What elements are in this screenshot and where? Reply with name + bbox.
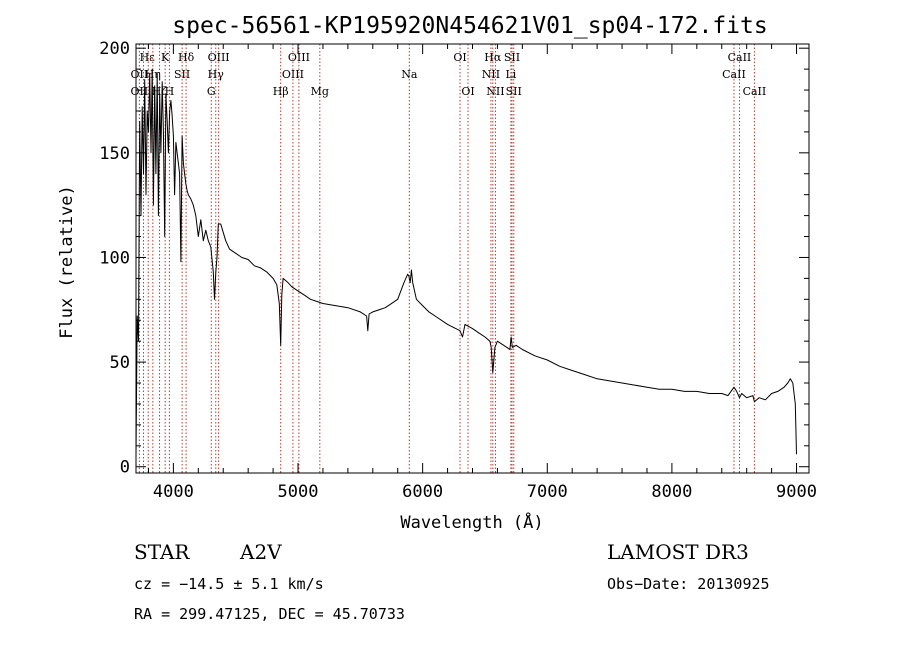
- tick-labels: 4000 5000 6000 7000 8000 9000 0 50 100 150 200: [99, 39, 817, 502]
- spectral-line-label: Hε: [140, 51, 156, 64]
- x-tick-label: 4000: [153, 482, 194, 502]
- x-axis-label: Wavelength (Å): [400, 511, 543, 533]
- y-tick-label: 200: [99, 39, 130, 59]
- x-tick-label: 8000: [651, 482, 692, 502]
- spectral-line-label: SII: [174, 68, 190, 81]
- plot-frame: [135, 43, 810, 474]
- spectrum-plot: [135, 68, 797, 457]
- spectral-line-label: Li: [505, 68, 516, 81]
- spectral-line-label: Hγ: [208, 68, 225, 81]
- x-tick-label: 6000: [402, 482, 443, 502]
- x-tick-label: 9000: [776, 482, 817, 502]
- spectral-line-label: Hζ: [152, 85, 168, 98]
- spectral-line-label: OI: [461, 85, 474, 98]
- y-tick-label: 50: [110, 353, 130, 373]
- chart-title: spec-56561-KP195920N454621V01_sp04-172.f…: [172, 13, 767, 39]
- subclass: A2V: [239, 540, 282, 564]
- spectral-line-label: OIII: [282, 68, 304, 81]
- spectral-line-label: OIII: [288, 51, 310, 64]
- spectral-line-label: H: [165, 85, 175, 98]
- spectral-line-label: Mg: [311, 85, 329, 98]
- spectral-line-label: Hα: [484, 51, 502, 64]
- spectral-line-label: Hη: [145, 68, 161, 81]
- spectral-line-label: OIII: [208, 51, 230, 64]
- spectral-line-label: CaII: [743, 85, 767, 98]
- spectral-marker-lines: [138, 44, 755, 473]
- object-class: STAR: [134, 540, 190, 564]
- x-tick-label: 5000: [278, 482, 319, 502]
- info-block: STAR A2V LAMOST DR3 cz = −14.5 ± 5.1 km/…: [134, 540, 770, 623]
- obs-date: Obs−Date: 20130925: [607, 575, 770, 593]
- spectral-line-label: CaII: [722, 68, 746, 81]
- spectral-line-label: OII: [131, 68, 149, 81]
- spectral-line-label: CaII: [728, 51, 752, 64]
- spectral-line-label: G: [207, 85, 216, 98]
- x-tick-label: 7000: [527, 482, 568, 502]
- spectrum-line: [135, 68, 797, 457]
- redshift-cz: cz = −14.5 ± 5.1 km/s: [134, 575, 324, 593]
- spectral-line-label: NII: [486, 85, 504, 98]
- spectral-line-label: NII: [482, 68, 500, 81]
- spectral-line-label: Hδ: [178, 51, 195, 64]
- y-axis-label: Flux (relative): [57, 185, 77, 339]
- spectral-line-label: K: [161, 51, 170, 64]
- spectral-line-label: OII: [131, 85, 149, 98]
- survey-name: LAMOST DR3: [607, 540, 749, 564]
- tick-marks: [136, 44, 809, 473]
- axes: [135, 43, 810, 474]
- y-tick-label: 150: [99, 144, 130, 164]
- y-tick-label: 100: [99, 248, 130, 268]
- spectral-line-label: Hβ: [273, 85, 289, 98]
- spectral-line-label: SII: [506, 85, 522, 98]
- spectral-line-label: SII: [504, 51, 520, 64]
- y-tick-label: 0: [120, 458, 130, 478]
- spectral-line-label: Na: [401, 68, 418, 81]
- coordinates: RA = 299.47125, DEC = 45.70733: [134, 605, 405, 623]
- spectral-line-label: OI: [453, 51, 466, 64]
